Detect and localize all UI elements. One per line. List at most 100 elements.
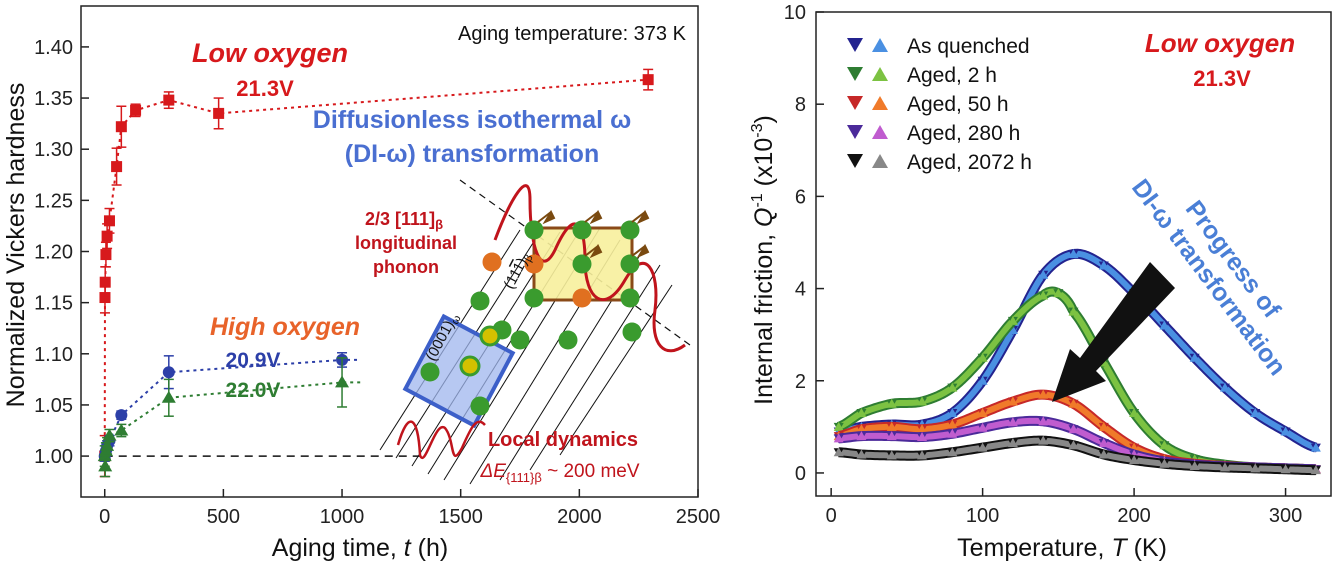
x-tick-label: 200 — [1117, 505, 1150, 527]
series-marker-up — [1219, 382, 1230, 392]
data-point — [103, 215, 115, 227]
friction-legend: As quenched Aged, 2 h Aged, 50 h Aged, 280 … — [847, 35, 1032, 174]
phonon-label-line2: longitudinal — [355, 233, 457, 253]
series-marker-up — [1250, 408, 1261, 418]
series-marker-up — [856, 449, 867, 459]
data-point — [130, 104, 142, 116]
series-marker-up — [1159, 458, 1170, 468]
data-point — [161, 390, 176, 403]
series-marker-up — [947, 382, 958, 392]
series-marker-up — [1038, 435, 1049, 445]
series-marker-up — [947, 408, 958, 418]
series-marker-up — [947, 428, 958, 438]
y-tick-label: 4 — [795, 279, 806, 301]
y-tick-label: 1.05 — [34, 395, 73, 417]
y-tick-label: 0 — [795, 463, 806, 485]
series-marker-up — [1068, 249, 1079, 258]
series-marker-up — [1007, 325, 1018, 335]
series-marker-up — [1159, 320, 1170, 330]
x-tick-label: 500 — [207, 506, 240, 528]
series-marker-up — [1068, 306, 1079, 316]
x-tick-label: 2000 — [557, 506, 602, 528]
friction-y-axis-label: Internal friction, Q-1 (x10-3) — [749, 115, 778, 405]
y-tick-label: 10 — [784, 2, 806, 24]
series-marker-up — [947, 447, 958, 457]
data-point — [115, 121, 127, 133]
y-tick-label: 1.30 — [34, 139, 73, 161]
x-tick-label: 1500 — [438, 506, 483, 528]
y-tick-label: 8 — [795, 94, 806, 116]
legend-label: Aged, 2072 h — [907, 151, 1032, 174]
di-omega-title-line2: (DI-ω) transformation — [345, 140, 599, 168]
legend-marker-up — [872, 96, 888, 110]
hardness-y-axis-label: Normalized Vickers hardness — [2, 83, 30, 408]
legend-marker-up — [872, 38, 888, 52]
legend-label: Aged, 2 h — [907, 64, 997, 87]
data-point — [101, 230, 113, 242]
legend-marker-up — [872, 154, 888, 168]
series-marker-up — [947, 419, 958, 429]
series-marker-up — [886, 421, 897, 431]
series-marker-up — [977, 352, 988, 362]
series-marker-up — [886, 398, 897, 408]
data-point — [99, 276, 111, 288]
series-marker-up — [1038, 389, 1049, 399]
series-marker-up — [1068, 440, 1079, 450]
series-marker-up — [917, 431, 928, 441]
legend-marker-down — [847, 38, 863, 52]
series-marker-up — [1068, 424, 1079, 434]
data-point — [213, 107, 225, 119]
y-tick-label: 1.20 — [34, 242, 73, 264]
low-oxygen-label: Low oxygen — [192, 38, 348, 68]
series-marker-up — [1189, 461, 1200, 471]
y-tick-label: 1.15 — [34, 293, 73, 315]
friction-series-label-21-3v: 21.3V — [1193, 66, 1251, 91]
series-marker-up — [1280, 464, 1291, 474]
series-marker-up — [1068, 398, 1079, 408]
y-tick-label: 1.10 — [34, 344, 73, 366]
friction-axes: 0 100 200 300 0 2 4 6 8 10 — [784, 2, 1302, 527]
legend-label: As quenched — [907, 35, 1030, 58]
legend-marker-down — [847, 67, 863, 81]
series-marker-up — [833, 447, 844, 457]
series-marker-up — [886, 431, 897, 441]
hardness-chart: 0 500 1000 1500 2000 2500 1.00 1.05 1.10 1.15 1.20… — [2, 5, 720, 562]
series-band-light-4 — [837, 437, 1317, 474]
aging-temperature-label: Aging temperature: 373 K — [458, 23, 687, 45]
data-point — [111, 161, 123, 173]
series-marker-up — [1007, 417, 1018, 427]
x-tick-label: 0 — [99, 506, 110, 528]
series-marker-up — [1053, 288, 1064, 298]
data-point — [100, 249, 112, 261]
data-point — [115, 409, 128, 422]
series-marker-up — [1007, 437, 1018, 447]
data-point — [163, 94, 175, 106]
series-marker-up — [856, 424, 867, 434]
di-omega-schematic: 2/3 [111]β longitudinal phonon (0001)ω (… — [355, 179, 691, 485]
series-marker-up — [1159, 440, 1170, 450]
legend-marker-down — [847, 154, 863, 168]
data-point — [100, 438, 115, 451]
displacement-arrows — [537, 209, 650, 259]
legend-label: Aged, 280 h — [907, 122, 1020, 145]
local-dynamics-wave — [396, 420, 486, 460]
series-marker-up — [1310, 465, 1321, 475]
data-point — [162, 366, 175, 379]
series-marker-up — [886, 450, 897, 460]
series-marker-up — [1007, 315, 1018, 325]
legend-label: Aged, 50 h — [907, 93, 1009, 116]
hardness-data — [97, 68, 654, 478]
data-point — [114, 423, 129, 436]
fit-curve-1 — [103, 358, 362, 457]
series-label-22-0v: 22.0V — [226, 379, 281, 402]
series-marker-up — [1098, 437, 1109, 447]
series-marker-up — [1098, 449, 1109, 459]
series-marker-up — [917, 450, 928, 460]
series-label-21-3v: 21.3V — [236, 76, 294, 101]
series-marker-up — [977, 422, 988, 432]
y-tick-label: 6 — [795, 186, 806, 208]
internal-friction-chart: 0 100 200 300 0 2 4 6 8 10 As quenched Aged, 2 h Ag… — [749, 2, 1332, 562]
di-omega-title-line1: Diffusionless isothermal ω — [313, 106, 631, 134]
hardness-axes: 0 500 1000 1500 2000 2500 1.00 1.05 1.10 1.15 1.20… — [34, 37, 720, 528]
